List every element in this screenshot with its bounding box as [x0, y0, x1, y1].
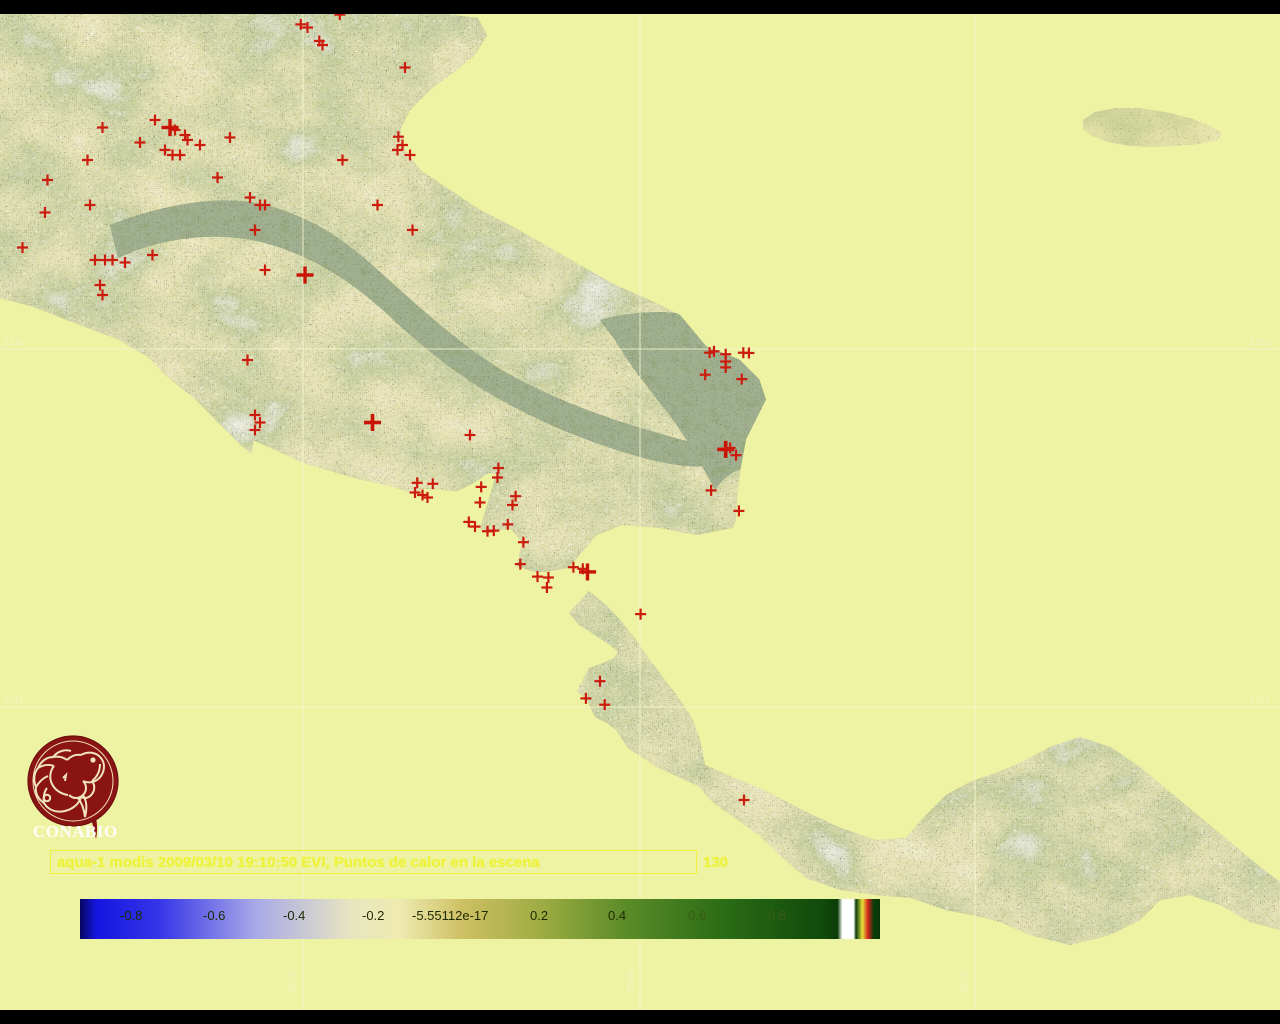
svg-text:80W: 80W: [959, 969, 971, 992]
svg-text:10N: 10N: [1249, 695, 1269, 707]
svg-text:85W: 85W: [625, 969, 637, 992]
svg-text:15N: 15N: [3, 337, 23, 349]
svg-text:10N: 10N: [3, 695, 23, 707]
svg-text:90W: 90W: [287, 969, 299, 992]
svg-text:15N: 15N: [1249, 337, 1269, 349]
